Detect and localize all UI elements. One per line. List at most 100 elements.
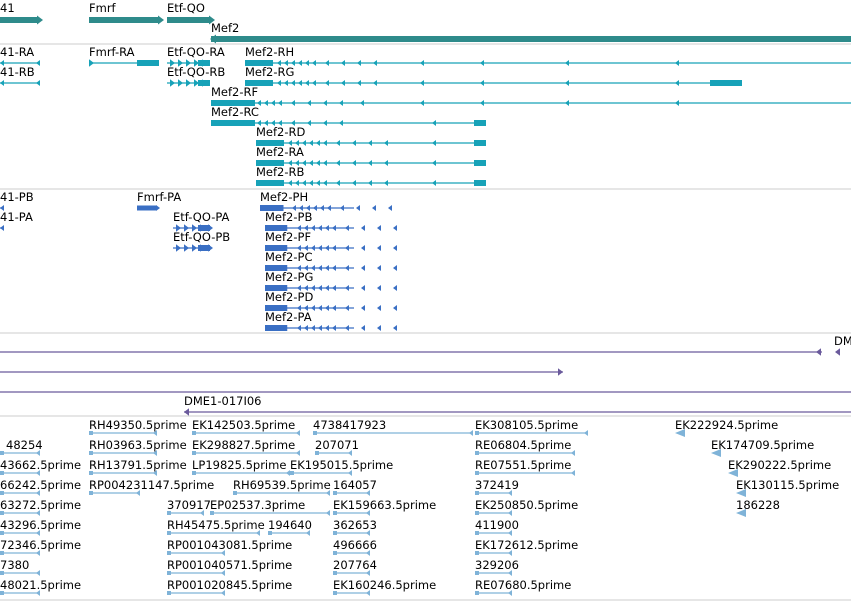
est-label[interactable]: EK172612.5prime — [475, 538, 579, 552]
protein-label[interactable]: 41-PA — [0, 210, 33, 224]
est-label[interactable]: 207764 — [333, 558, 377, 572]
est-label[interactable]: EP02537.3prime — [210, 498, 306, 512]
est-label[interactable]: 48254 — [6, 438, 43, 452]
protein-label[interactable]: Mef2-PH — [260, 190, 309, 204]
transcript-label[interactable]: Mef2-RG — [245, 65, 295, 79]
strand-arrow — [221, 590, 225, 596]
est-label[interactable]: RP004231147.5prime — [89, 478, 215, 492]
strand-arrow — [352, 140, 356, 146]
protein-label[interactable]: Mef2-PC — [265, 250, 313, 264]
est-label[interactable]: 164057 — [333, 478, 377, 492]
strand-arrow — [257, 100, 261, 106]
est-label[interactable]: RE07680.5prime — [475, 578, 572, 592]
alignment-label[interactable]: DME1-017I06 — [184, 394, 262, 408]
transcript-label[interactable]: Mef2-RC — [211, 105, 259, 119]
transcript-label[interactable]: Etf-QO-RB — [167, 65, 226, 79]
est-label[interactable]: 362653 — [333, 518, 377, 532]
est-label[interactable]: 496666 — [333, 538, 377, 552]
est-label[interactable]: RE06804.5prime — [475, 438, 572, 452]
protein-label[interactable]: Etf-QO-PB — [173, 230, 231, 244]
gene-bar[interactable] — [167, 17, 210, 23]
est-label[interactable]: RH03963.5prime — [89, 438, 187, 452]
est-label[interactable]: 43662.5prime — [0, 458, 82, 472]
est-label[interactable]: EK159663.5prime — [333, 498, 437, 512]
est-label[interactable]: EK130115.5prime — [736, 478, 840, 492]
est-label[interactable]: EK195015.5prime — [290, 458, 394, 472]
est-label[interactable]: 372419 — [475, 478, 519, 492]
est-label[interactable]: EK160246.5prime — [333, 578, 437, 592]
est-label[interactable]: EK308105.5prime — [475, 418, 579, 432]
gene-bar[interactable] — [0, 17, 38, 23]
est-block[interactable] — [736, 509, 746, 517]
est-label[interactable]: 186228 — [736, 498, 780, 512]
gene-bar[interactable] — [89, 17, 159, 23]
est-label[interactable]: 194640 — [268, 518, 312, 532]
strand-arrow — [318, 265, 322, 271]
gene-label[interactable]: Etf-QO — [167, 1, 205, 15]
alignment-label[interactable]: DM — [834, 334, 851, 348]
strand-arrow — [36, 590, 40, 596]
est-label[interactable]: RH69539.5prime — [233, 478, 331, 492]
est-label[interactable]: 43296.5prime — [0, 518, 82, 532]
protein-label[interactable]: Mef2-PA — [265, 310, 312, 324]
est-label[interactable]: 63272.5prime — [0, 498, 82, 512]
est-block — [475, 571, 479, 575]
est-label[interactable]: EK250850.5prime — [475, 498, 579, 512]
protein-label[interactable]: Mef2-PG — [265, 270, 314, 284]
transcript-label[interactable]: Mef2-RD — [256, 125, 306, 139]
est-label[interactable]: RE07551.5prime — [475, 458, 572, 472]
strand-arrow — [297, 265, 301, 271]
strand-arrow — [318, 305, 322, 311]
est-label[interactable]: 370917 — [167, 498, 211, 512]
est-label[interactable]: RP001020845.5prime — [167, 578, 293, 592]
transcript-label[interactable]: 41-RB — [0, 65, 35, 79]
est-label[interactable]: LP19825.5prime — [192, 458, 287, 472]
est-label[interactable]: EK174709.5prime — [711, 438, 815, 452]
strand-arrow — [325, 265, 329, 271]
protein-label[interactable]: Mef2-PF — [265, 230, 312, 244]
strand-arrow — [304, 225, 308, 231]
est-label[interactable]: 4738417923 — [313, 418, 387, 432]
est-label[interactable]: 329206 — [475, 558, 519, 572]
transcript-label[interactable]: 41-RA — [0, 45, 35, 59]
est-block[interactable] — [711, 449, 721, 457]
transcript-label[interactable]: Mef2-RF — [211, 85, 259, 99]
protein-label[interactable]: Mef2-PB — [265, 210, 313, 224]
est-label[interactable]: RP001043081.5prime — [167, 538, 293, 552]
transcript-label[interactable]: Mef2-RA — [256, 145, 304, 159]
est-block[interactable] — [728, 469, 738, 477]
est-label[interactable]: 72346.5prime — [0, 538, 82, 552]
protein-label[interactable]: 41-PB — [0, 190, 34, 204]
est-label[interactable]: RP001040571.5prime — [167, 558, 293, 572]
transcript-label[interactable]: Mef2-RH — [245, 45, 295, 59]
gene-label[interactable]: 41 — [0, 1, 15, 15]
transcript-label[interactable]: Fmrf-RA — [89, 45, 135, 59]
strand-arrow — [384, 180, 388, 186]
transcript-label[interactable]: Mef2-RB — [256, 165, 305, 179]
est-label[interactable]: EK290222.5prime — [728, 458, 832, 472]
strand-arrow — [432, 160, 436, 166]
gene-bar[interactable] — [211, 36, 851, 42]
strand-arrow — [393, 305, 397, 311]
protein-label[interactable]: Mef2-PD — [265, 290, 314, 304]
est-block[interactable] — [675, 429, 685, 437]
est-label[interactable]: EK142503.5prime — [192, 418, 296, 432]
est-label[interactable]: 66242.5prime — [0, 478, 82, 492]
strand-arrow — [170, 79, 175, 87]
gene-label[interactable]: Fmrf — [89, 1, 116, 15]
est-label[interactable]: EK222924.5prime — [675, 418, 779, 432]
protein-label[interactable]: Fmrf-PA — [137, 190, 182, 204]
gene-label[interactable]: Mef2 — [211, 21, 240, 35]
est-label[interactable]: 411900 — [475, 518, 519, 532]
est-label[interactable]: RH49350.5prime — [89, 418, 187, 432]
est-label[interactable]: 7380 — [0, 558, 30, 572]
est-label[interactable]: 48021.5prime — [0, 578, 82, 592]
est-label[interactable]: EK298827.5prime — [192, 438, 296, 452]
est-label[interactable]: RH45475.5prime — [167, 518, 265, 532]
est-label[interactable]: 207071 — [315, 438, 359, 452]
est-label[interactable]: RH13791.5prime — [89, 458, 187, 472]
strand-arrow — [297, 325, 301, 331]
est-block[interactable] — [736, 489, 746, 497]
transcript-label[interactable]: Etf-QO-RA — [167, 45, 225, 59]
protein-label[interactable]: Etf-QO-PA — [173, 210, 230, 224]
